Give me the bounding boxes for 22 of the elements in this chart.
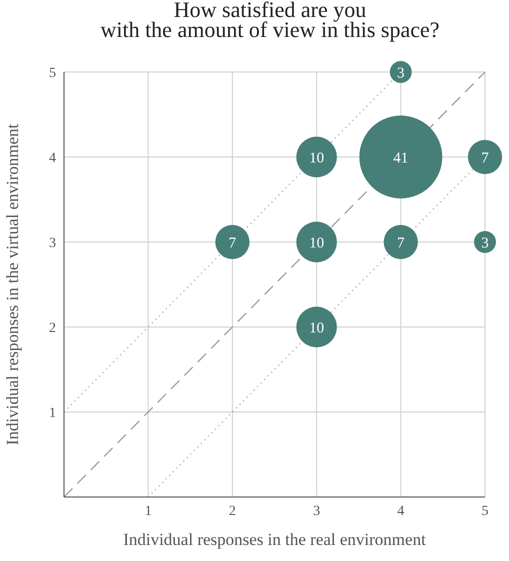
annotation: 3 [481,235,489,252]
annotation: 10 [309,235,324,252]
y-tick-label: 2 [49,320,56,336]
x-tick-label: 2 [228,504,236,519]
x-axis-title: Individual responses in the real environment [123,530,426,549]
y-tick-label: 3 [49,236,56,251]
chart-title: How satisfied are you with the amount of view in this space? [99,0,441,42]
y-axis-title: Individual responses in the virtual environment [3,123,22,446]
x-tick-label: 1 [144,504,152,519]
y-tick-label: 4 [49,150,56,166]
annotation: 41 [393,150,408,166]
x-tick-label: 5 [482,504,488,519]
annotation: 10 [309,320,324,336]
y-tick-label: 1 [49,406,56,421]
annotation: 7 [228,235,237,252]
annotation: 7 [481,150,490,166]
annotation: 7 [397,235,406,252]
x-tick-label: 3 [313,504,320,519]
annotation: 3 [397,65,405,82]
y-tick-label: 5 [49,66,56,81]
x-tick-label: 4 [397,504,404,519]
annotation: 10 [309,150,324,166]
